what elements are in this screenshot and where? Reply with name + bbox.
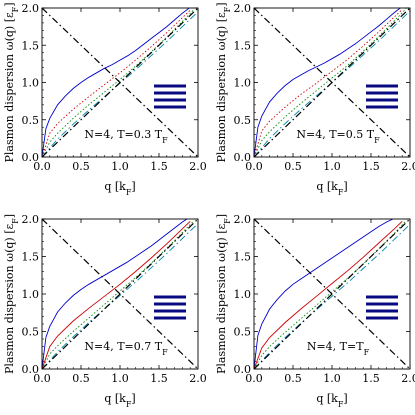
y-tick-label: 1.0 (22, 77, 40, 90)
y-axis-label: Plasmon dispersion ω(q) [εF] (3, 214, 20, 374)
panel-annotation: N=4, T=0.3 TF (84, 128, 168, 145)
y-tick-label: 2.0 (22, 2, 40, 15)
x-tick-label: 0.0 (245, 372, 263, 385)
y-tick-label: 0.0 (22, 151, 40, 164)
series-line-6 (42, 8, 198, 157)
series-line-2 (42, 220, 191, 369)
y-tick-label: 2.0 (234, 213, 252, 226)
y-tick-label: 1.5 (22, 251, 40, 264)
x-tick-label: 0.5 (72, 372, 90, 385)
panel-annotation: N=4, T=0.5 TF (296, 128, 380, 145)
y-tick-label: 0.5 (234, 114, 252, 127)
series-line-6 (254, 8, 410, 157)
panel-2: 0.0 0.5 1.0 1.5 2.0 0.0 0.5 1.0 1.5 2.0 N=4, T=0.5… (215, 2, 415, 197)
y-tick-label: 1.5 (234, 39, 252, 52)
y-tick-label: 0.0 (234, 151, 252, 164)
plot-area (42, 8, 198, 157)
y-tick-label: 0.5 (22, 114, 40, 127)
x-tick-label: 0.5 (284, 372, 302, 385)
x-tick-label: 1.5 (362, 372, 380, 385)
x-tick-label: 0.5 (284, 160, 302, 173)
plot-area (254, 219, 410, 369)
y-tick-label: 0.0 (22, 363, 40, 376)
plot-area (42, 219, 198, 369)
x-axis-label: q [kF] (316, 180, 347, 197)
x-tick-label: 1.5 (362, 160, 380, 173)
x-tick-label: 2.0 (401, 160, 415, 173)
panel-3: 0.0 0.5 1.0 1.5 2.0 0.0 0.5 1.0 1.5 2.0 N=4, T=0.7… (3, 213, 207, 409)
y-tick-label: 1.5 (22, 39, 40, 52)
series-line-4 (42, 223, 198, 369)
y-tick-label: 0.5 (22, 326, 40, 339)
x-tick-label: 1.5 (150, 372, 168, 385)
y-tick-label: 1.0 (234, 77, 252, 90)
series-line-1 (42, 8, 191, 157)
x-tick-label: 2.0 (189, 372, 207, 385)
series-line-2 (254, 9, 403, 157)
series-line-2 (42, 9, 191, 157)
y-tick-label: 1.5 (234, 251, 252, 264)
panel-annotation: N=4, T=TF (307, 340, 370, 357)
panel-1: 0.0 0.5 1.0 1.5 2.0 0.0 0.5 1.0 1.5 2.0 N=4, T=0.3… (3, 2, 207, 197)
panel-annotation: N=4, T=0.7 TF (84, 340, 168, 357)
y-tick-label: 1.0 (234, 288, 252, 301)
x-tick-label: 0.0 (245, 160, 263, 173)
x-axis-label: q [kF] (316, 392, 347, 409)
x-tick-label: 1.0 (111, 372, 129, 385)
x-tick-label: 2.0 (189, 160, 207, 173)
x-tick-label: 0.0 (33, 160, 51, 173)
x-tick-label: 2.0 (401, 372, 415, 385)
y-tick-label: 0.0 (234, 363, 252, 376)
x-tick-label: 0.0 (33, 372, 51, 385)
series-line-4 (254, 223, 410, 369)
series-line-1 (42, 219, 188, 369)
y-tick-label: 0.5 (234, 326, 252, 339)
series-line-1 (254, 8, 401, 157)
x-tick-label: 0.5 (72, 160, 90, 173)
y-tick-label: 1.0 (22, 288, 40, 301)
x-tick-label: 1.0 (111, 160, 129, 173)
series-line-6 (42, 219, 198, 369)
y-axis-label: Plasmon dispersion ω(q) [εF] (3, 2, 20, 162)
x-tick-label: 1.0 (323, 372, 341, 385)
series-line-2 (254, 220, 403, 369)
y-tick-label: 2.0 (234, 2, 252, 15)
x-axis-label: q [kF] (104, 392, 135, 409)
series-line-3 (254, 8, 407, 157)
x-tick-label: 1.0 (323, 160, 341, 173)
y-axis-label: Plasmon dispersion ω(q) [εF] (215, 214, 232, 374)
series-line-3 (254, 220, 407, 369)
y-tick-label: 2.0 (22, 213, 40, 226)
x-tick-label: 1.5 (150, 160, 168, 173)
plot-area (254, 8, 410, 157)
x-axis-label: q [kF] (104, 180, 135, 197)
panel-4: 0.0 0.5 1.0 1.5 2.0 0.0 0.5 1.0 1.5 2.0 N=4, T=TF q… (215, 213, 415, 409)
series-line-6 (254, 219, 410, 369)
series-line-1 (254, 219, 394, 369)
y-axis-label: Plasmon dispersion ω(q) [εF] (215, 2, 232, 162)
